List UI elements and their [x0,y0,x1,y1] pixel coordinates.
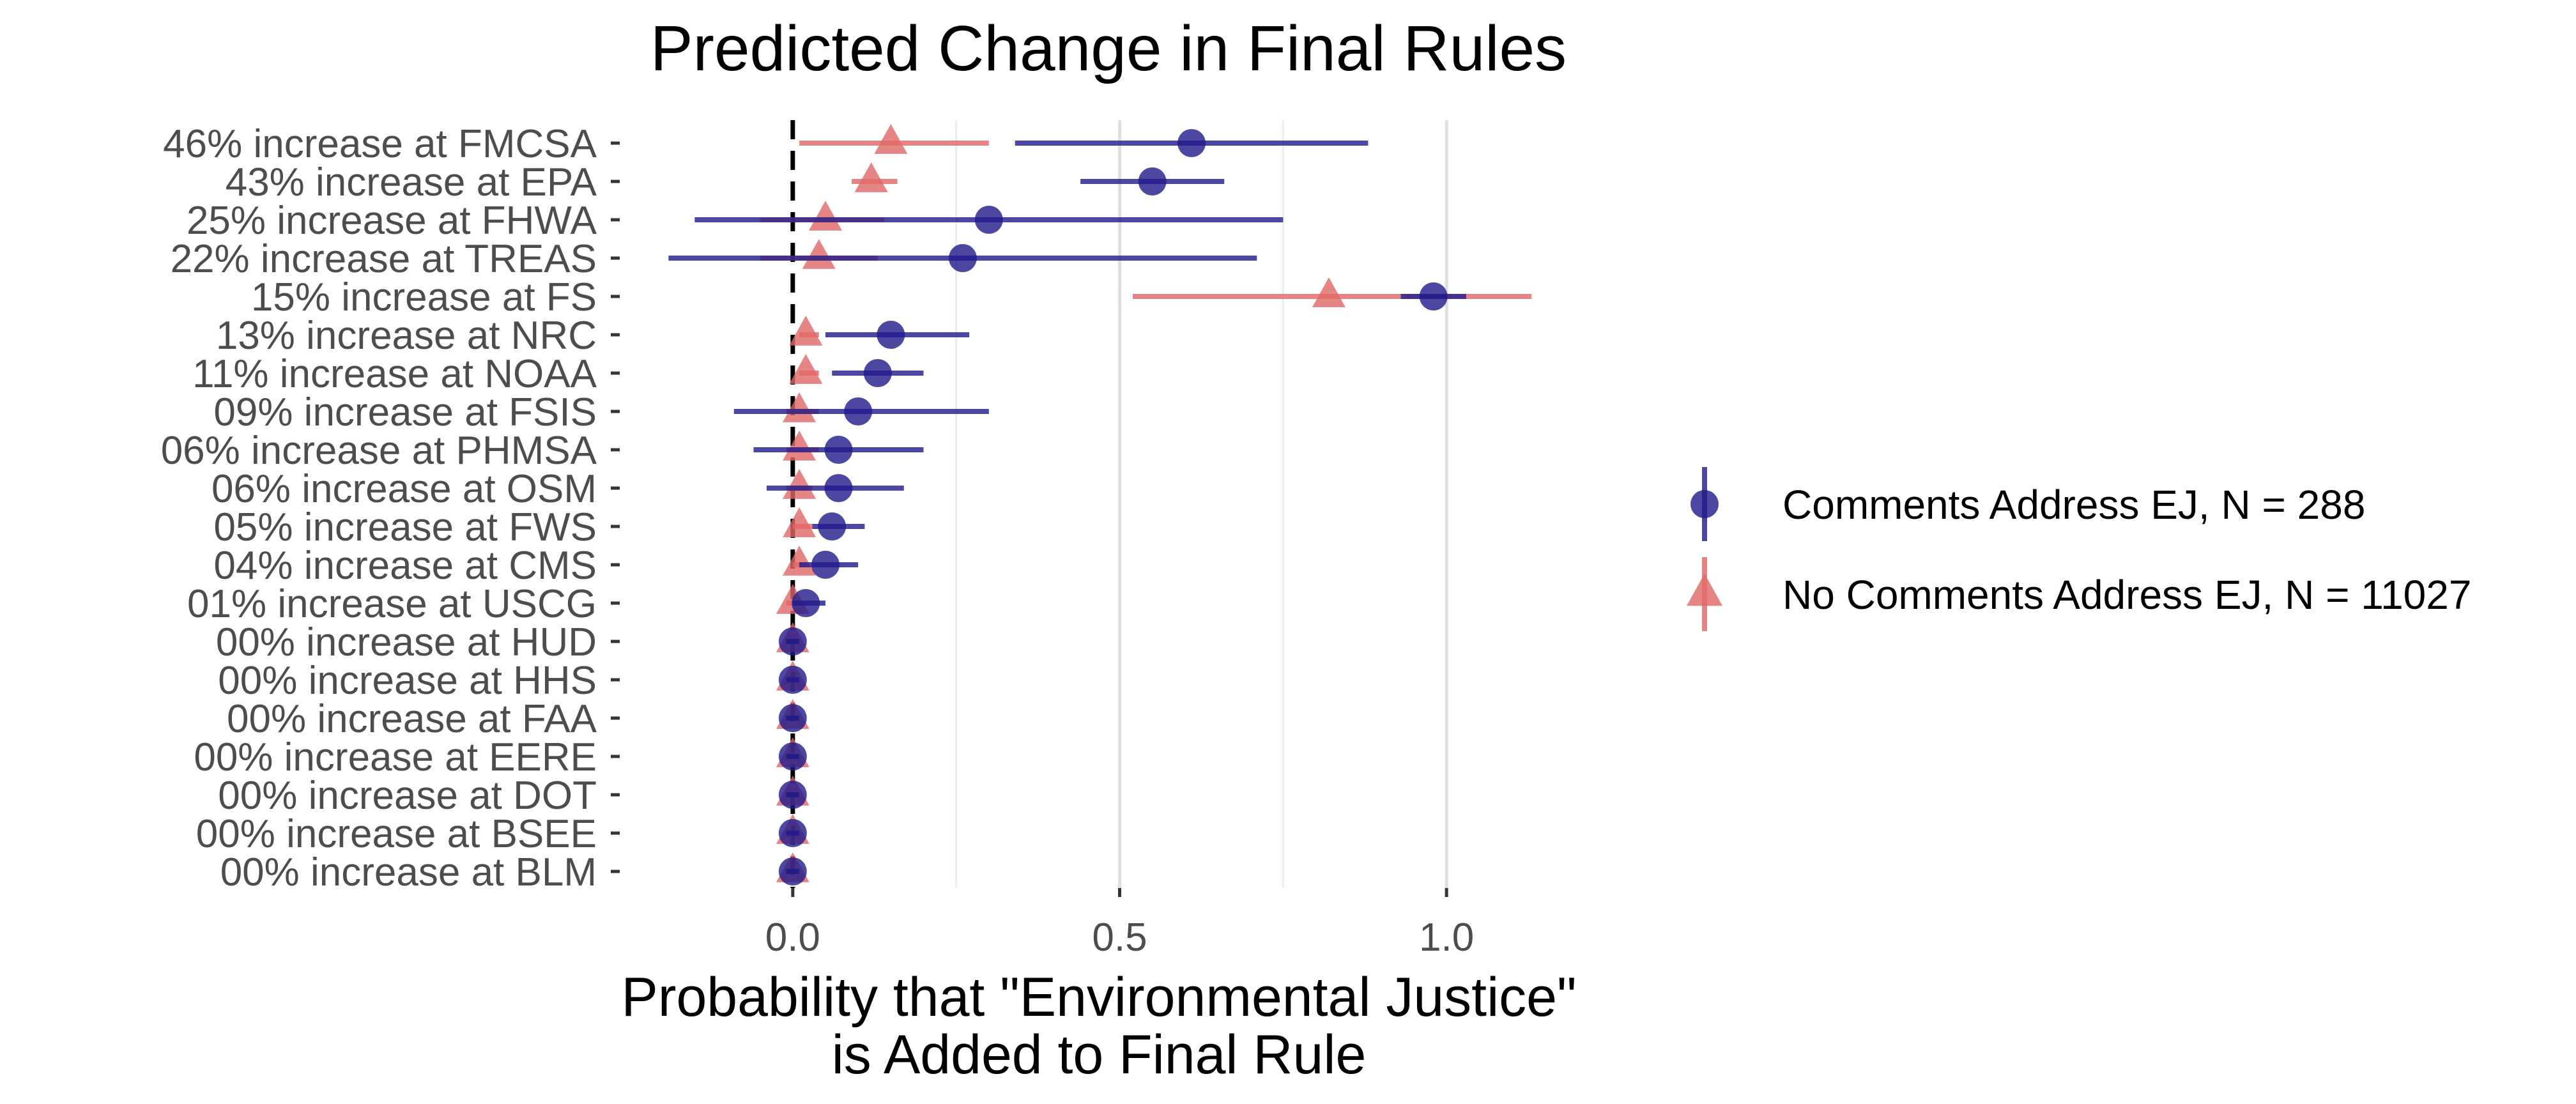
y-tick-label: 43% increase at EPA [226,160,597,204]
y-tick-label: 06% increase at OSM [211,467,597,511]
y-tick-label: 00% increase at BSEE [196,812,597,856]
point-comments [974,206,1003,234]
legend-circle-key [1690,490,1719,518]
point-no-comments [802,239,836,269]
x-axis-title-line-2: is Added to Final Rule [832,1024,1367,1085]
point-no-comments [783,546,816,576]
point-comments [778,627,807,656]
y-tick-label: 22% increase at TREAS [171,237,597,281]
x-tick-label: 0.0 [765,916,820,960]
chart-title: Predicted Change in Final Rules [650,13,1567,84]
y-tick-label: 05% increase at FWS [213,505,597,549]
y-tick-label: 13% increase at NRC [216,314,597,358]
point-no-comments [783,431,816,461]
y-tick-label: 00% increase at DOT [218,774,597,818]
point-comments [778,742,807,770]
point-comments [818,512,847,540]
y-tick-label: 00% increase at FAA [227,697,597,741]
y-tick-label: 09% increase at FSIS [213,390,597,434]
legend-label: No Comments Address EJ, N = 11027 [1782,572,2471,618]
legend-triangle-key [1687,573,1722,606]
point-no-comments [783,469,816,499]
point-comments [811,551,839,579]
series-comments [668,129,1466,885]
y-tick-label: 15% increase at FS [251,275,597,319]
legend-item: No Comments Address EJ, N = 11027 [1687,557,2471,631]
x-axis: 0.0 0.5 1.0 [765,888,1474,960]
point-comments [948,244,977,272]
y-tick-label: 00% increase at HHS [218,659,597,703]
point-comments [778,704,807,732]
legend: Comments Address EJ, N = 288 No Comments … [1687,467,2471,631]
y-tick-label: 00% increase at EERE [194,735,597,779]
point-no-comments [874,124,908,154]
y-tick-label: 11% increase at NOAA [192,352,597,396]
point-comments [778,857,807,885]
y-tick-label: 00% increase at HUD [216,620,597,664]
point-no-comments [1312,277,1346,307]
x-tick-label: 1.0 [1419,916,1474,960]
y-tick-label: 04% increase at CMS [213,544,597,588]
point-no-comments [789,316,823,346]
y-tick-label: 46% increase at FMCSA [163,122,597,166]
point-no-comments [809,201,842,231]
legend-item: Comments Address EJ, N = 288 [1690,467,2365,541]
point-comments [1138,167,1167,195]
y-tick-label: 25% increase at FHWA [187,199,597,243]
y-tick-label: 06% increase at PHMSA [161,429,597,473]
point-no-comments [789,354,823,384]
series-group [668,124,1532,885]
point-no-comments [783,507,816,537]
point-comments [778,781,807,809]
point-comments [1177,129,1206,157]
point-comments [778,819,807,847]
y-tick-label: 01% increase at USCG [187,582,597,626]
point-comments [824,436,853,464]
point-no-comments [854,162,888,192]
point-comments [1419,282,1448,310]
y-tick-label: 00% increase at BLM [220,850,597,894]
point-comments [778,666,807,694]
point-comments [824,474,853,502]
point-comments [792,589,820,617]
x-axis-title-line-1: Probability that "Environmental Justice" [621,967,1576,1028]
x-tick-label: 0.5 [1092,916,1147,960]
point-no-comments [783,392,816,422]
legend-label: Comments Address EJ, N = 288 [1782,482,2365,528]
point-comments [863,359,892,387]
point-comments [844,397,873,425]
point-comments [877,321,905,349]
